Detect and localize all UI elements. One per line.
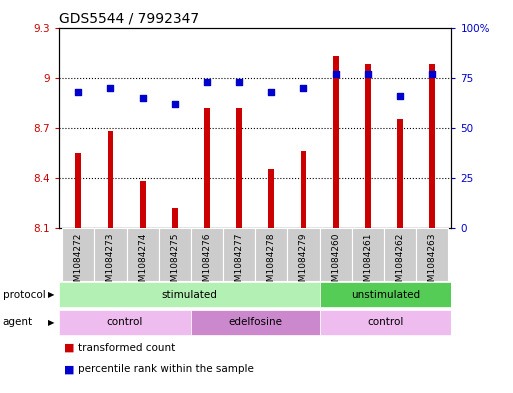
Bar <box>365 64 371 228</box>
Text: ▶: ▶ <box>48 318 54 327</box>
Bar <box>191 228 223 281</box>
Bar <box>287 228 320 281</box>
Bar <box>127 228 159 281</box>
Text: control: control <box>107 317 143 327</box>
Text: GSM1084278: GSM1084278 <box>267 232 276 293</box>
Text: protocol: protocol <box>3 290 45 300</box>
Bar <box>384 228 416 281</box>
Bar <box>429 64 435 228</box>
Text: GDS5544 / 7992347: GDS5544 / 7992347 <box>59 12 199 26</box>
Point <box>300 84 308 91</box>
Text: GSM1084277: GSM1084277 <box>234 232 244 293</box>
Bar <box>416 228 448 281</box>
Point <box>106 84 114 91</box>
Point <box>428 70 436 77</box>
Point <box>364 70 372 77</box>
Text: control: control <box>367 317 404 327</box>
Text: ■: ■ <box>64 343 74 353</box>
Bar <box>320 228 352 281</box>
Bar <box>59 282 320 307</box>
Point <box>203 79 211 85</box>
Point <box>171 101 179 107</box>
Point <box>396 92 404 99</box>
Point <box>74 88 83 95</box>
Bar <box>320 282 451 307</box>
Text: ■: ■ <box>64 364 74 375</box>
Bar <box>75 153 81 228</box>
Bar <box>159 228 191 281</box>
Bar <box>94 228 127 281</box>
Bar <box>62 228 94 281</box>
Bar <box>255 228 287 281</box>
Text: ▶: ▶ <box>48 290 54 299</box>
Bar <box>223 228 255 281</box>
Bar <box>268 169 274 228</box>
Bar <box>397 119 403 228</box>
Text: GSM1084273: GSM1084273 <box>106 232 115 293</box>
Text: GSM1084263: GSM1084263 <box>428 232 437 293</box>
Text: transformed count: transformed count <box>78 343 176 353</box>
Text: GSM1084276: GSM1084276 <box>203 232 211 293</box>
Bar <box>320 310 451 335</box>
Text: GSM1084261: GSM1084261 <box>363 232 372 293</box>
Text: edelfosine: edelfosine <box>228 317 282 327</box>
Bar <box>172 208 177 228</box>
Bar <box>236 108 242 228</box>
Bar <box>108 131 113 228</box>
Text: GSM1084262: GSM1084262 <box>396 232 404 292</box>
Text: stimulated: stimulated <box>161 290 217 300</box>
Text: agent: agent <box>3 317 33 327</box>
Text: percentile rank within the sample: percentile rank within the sample <box>78 364 254 375</box>
Text: GSM1084275: GSM1084275 <box>170 232 180 293</box>
Text: GSM1084260: GSM1084260 <box>331 232 340 293</box>
Bar <box>204 108 210 228</box>
Point <box>139 94 147 101</box>
Text: unstimulated: unstimulated <box>351 290 420 300</box>
Text: GSM1084274: GSM1084274 <box>138 232 147 292</box>
Point <box>267 88 275 95</box>
Bar <box>333 56 339 228</box>
Bar <box>59 310 191 335</box>
Point <box>331 70 340 77</box>
Text: GSM1084279: GSM1084279 <box>299 232 308 293</box>
Bar <box>301 151 306 228</box>
Point <box>235 79 243 85</box>
Bar <box>352 228 384 281</box>
Text: GSM1084272: GSM1084272 <box>74 232 83 292</box>
Bar <box>140 181 146 228</box>
Bar <box>191 310 320 335</box>
